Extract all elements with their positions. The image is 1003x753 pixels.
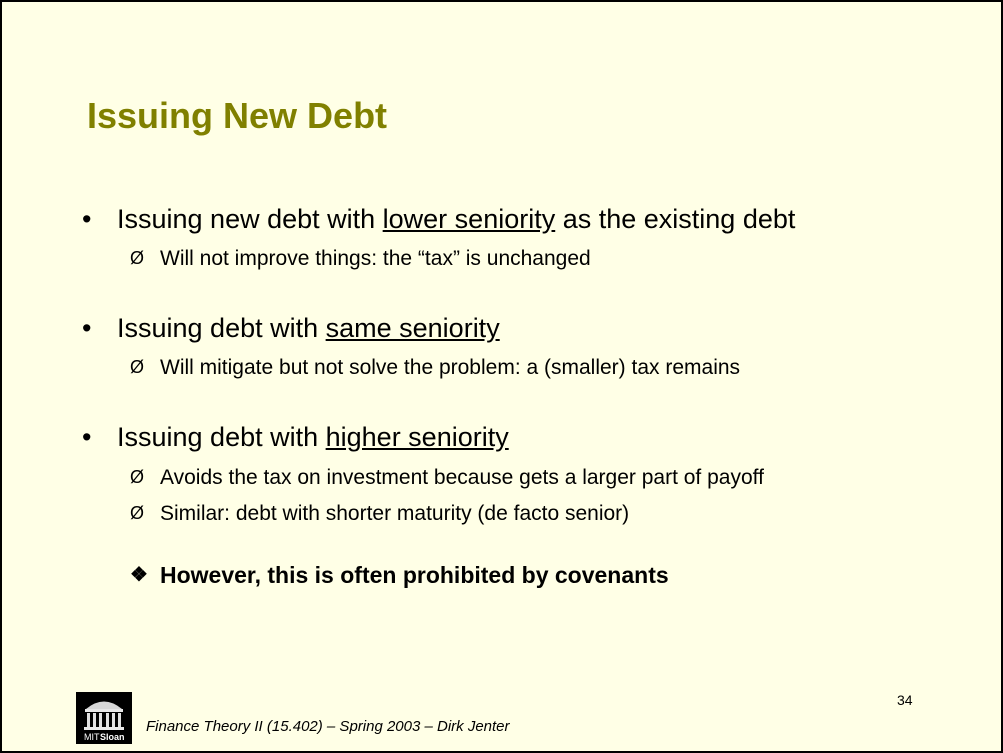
arrow-bullet-icon: Ø: [130, 248, 145, 268]
bullet-prefix: Issuing new debt with: [117, 204, 383, 234]
bullet-text: Issuing debt with higher seniority: [117, 422, 509, 453]
logo-text-sloan: Sloan: [100, 732, 125, 742]
sub-bullet-text: Will mitigate but not solve the problem:…: [160, 356, 741, 379]
mit-sloan-dome-icon: MIT Sloan: [84, 701, 125, 742]
bullet-icon: •: [82, 422, 92, 452]
bullet-text: Issuing new debt with lower seniority as…: [117, 204, 795, 235]
sub-bullet-text: Similar: debt with shorter maturity (de …: [160, 502, 630, 525]
sub-bullet-text: Avoids the tax on investment because get…: [160, 466, 764, 489]
bullet-icon: •: [82, 313, 92, 343]
mit-sloan-logo: MIT Sloan: [76, 692, 132, 744]
bullet-prefix: Issuing debt with: [117, 313, 326, 343]
bullet-icon: •: [82, 204, 92, 234]
arrow-bullet-icon: Ø: [130, 467, 145, 487]
bullet-text: Issuing debt with same seniority: [117, 313, 500, 344]
bullet-prefix: Issuing debt with: [117, 422, 326, 452]
logo-text-mit: MIT: [84, 732, 100, 742]
diamond-bullet-icon: ❖: [130, 564, 148, 586]
bullet-emphasis: lower seniority: [382, 204, 556, 234]
arrow-bullet-icon: Ø: [130, 357, 145, 377]
slide-footer: Finance Theory II (15.402) – Spring 2003…: [146, 718, 510, 735]
bullet-emphasis: higher seniority: [325, 422, 509, 452]
page-number: 34: [897, 692, 913, 708]
bullet-emphasis: same seniority: [325, 313, 500, 343]
arrow-bullet-icon: Ø: [130, 503, 145, 523]
bullet-suffix: as the existing debt: [555, 204, 796, 234]
slide-title: Issuing New Debt: [87, 95, 388, 136]
covenant-note-text: However, this is often prohibited by cov…: [160, 562, 669, 588]
sub-bullet-text: Will not improve things: the “tax” is un…: [160, 247, 591, 270]
